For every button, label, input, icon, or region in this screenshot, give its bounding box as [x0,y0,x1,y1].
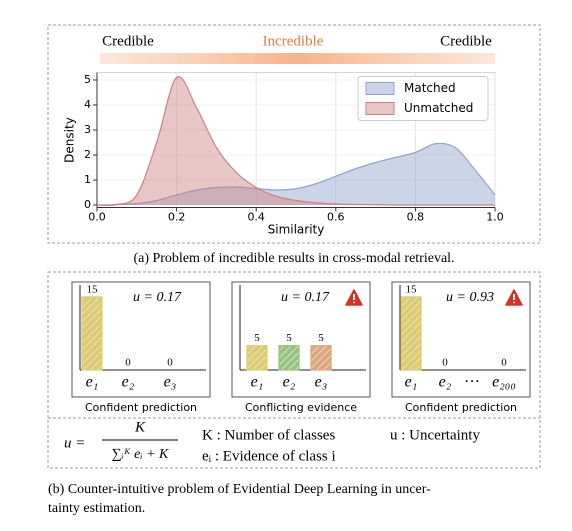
class-label: e₂₀₀ [492,374,516,391]
label-incredible: Incredible [263,33,324,49]
y-tick-label: 3 [84,123,91,136]
area-fill [97,143,495,205]
example-caption: Confident prediction [85,401,197,414]
y-tick-label: 4 [84,98,91,111]
label-credible: Credible [102,33,154,49]
credibility-bar [100,53,495,64]
warning-dot [353,301,355,304]
evidence-bar [310,345,332,371]
density-line [96,142,496,206]
caption: tainty estimation. [48,501,145,516]
y-tick-label: 2 [84,148,91,161]
example-box [231,281,371,398]
uncertainty-label: u = 0.93 [446,290,494,305]
label-credible: Credible [440,33,492,49]
class-label: e₁ [251,374,264,391]
x-tick-label: 1.0 [486,211,504,224]
y-tick-label: 1 [84,173,91,186]
warning-dot [513,301,515,304]
example-caption: Conflicting evidence [245,401,357,414]
examples: 15 e₁ 0 e₂ 0 e₃ u = 0.17 Confident prediction 5 e… [71,281,531,414]
value-label: 0 [501,357,507,369]
evidence-bar [400,296,422,371]
legend-label: Matched [404,81,456,95]
value-label: 0 [125,357,131,369]
value-label: 15 [87,283,99,295]
area-fill [97,76,495,206]
class-label: e₂ [122,374,135,391]
y-axis-label: Density [63,117,77,163]
formula-lhs: u = [64,435,85,451]
x-tick-label: 0.2 [168,211,186,224]
panel-a-frame [47,24,541,244]
value-label: 5 [286,332,292,344]
panel-b-frame [47,271,541,469]
definition: K : Number of classes [202,427,335,443]
class-label: e₃ [315,374,328,391]
class-label: e₃ [164,374,177,391]
value-label: 0 [442,357,448,369]
evidence-bar [246,345,268,371]
evidence-bar [81,296,103,371]
value-label: 5 [254,332,260,344]
x-axis-label: Similarity [268,223,325,237]
density-line [96,76,495,206]
caption: (b) Counter-intuitive problem of Evident… [48,482,431,497]
evidence-bar [278,345,300,371]
x-tick-label: 0.0 [88,211,106,224]
density-chart: 0.0 0.2 0.4 0.6 0.8 1.0 0 1 2 3 4 5 Similarity Densit… [63,72,504,237]
formula-numerator: K [134,419,146,435]
class-label: e₂ [439,374,452,391]
y-tick-label: 0 [84,198,91,211]
class-label: e₂ [283,374,296,391]
ellipsis: ··· [464,374,480,391]
definition: u : Uncertainty [390,427,480,443]
definition: eᵢ : Evidence of class i [202,448,336,464]
class-label: e₁ [405,374,418,391]
class-label: e₁ [86,374,99,391]
x-tick-label: 0.6 [327,211,345,224]
legend-label: Unmatched [404,101,473,115]
x-tick-label: 0.8 [407,211,425,224]
formula-denominator: ∑ᵢᴷ eᵢ + K [112,447,169,462]
value-label: 0 [167,357,173,369]
x-tick-label: 0.4 [247,211,265,224]
value-label: 5 [318,332,324,344]
legend-swatch [365,102,395,115]
legend-box [357,76,489,121]
uncertainty-label: u = 0.17 [133,290,182,305]
example-caption: Confident prediction [405,401,517,414]
y-tick-label: 5 [84,73,91,86]
caption: (a) Problem of incredible results in cro… [133,251,454,266]
value-label: 15 [406,283,418,295]
legend-swatch [365,82,395,95]
uncertainty-label: u = 0.17 [281,290,330,305]
